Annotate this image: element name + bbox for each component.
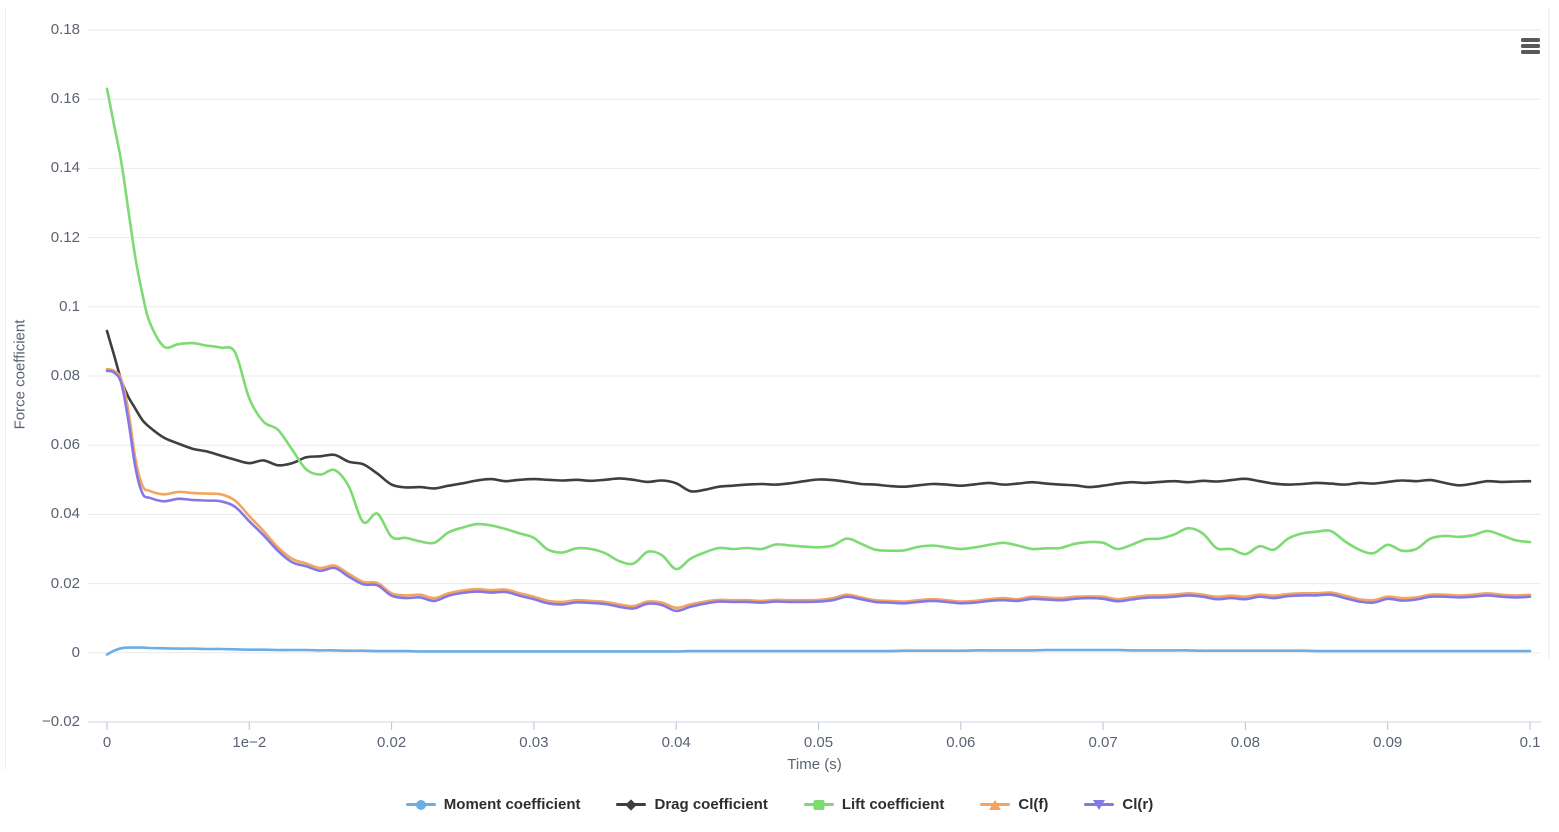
y-tick-label: 0.12 — [50, 228, 80, 246]
series-line-cl-f- — [105, 367, 1532, 610]
series-line-cl-r- — [105, 369, 1532, 613]
legend-marker-lift — [803, 798, 834, 812]
legend-item-lift-coefficient[interactable]: Lift coefficient — [803, 796, 945, 813]
x-tick-label: 0.09 — [1373, 734, 1403, 751]
y-tick-label: 0.1 — [59, 297, 80, 315]
x-axis-title: Time (s) — [787, 756, 842, 773]
triangle-up-icon — [989, 799, 1002, 810]
y-tick-label: 0.06 — [50, 436, 80, 454]
y-tick-label: 0 — [71, 643, 80, 661]
series-line-lift-coefficient — [105, 87, 1532, 571]
chart-menu-button[interactable] — [1516, 32, 1544, 60]
x-tick-label: 0.08 — [1230, 734, 1260, 751]
legend-item-clr[interactable]: Cl(r) — [1084, 796, 1153, 813]
legend-item-moment-coefficient[interactable]: Moment coefficient — [405, 796, 581, 813]
x-tick-label: 0.06 — [946, 734, 976, 751]
x-tick-label: 1e−2 — [232, 734, 267, 751]
card-left-border — [5, 8, 6, 770]
circle-icon — [415, 799, 426, 810]
y-tick-label: 0.08 — [50, 367, 80, 384]
legend-label: Lift coefficient — [841, 796, 945, 813]
legend-marker-moment — [405, 798, 436, 812]
legend-marker-drag — [616, 798, 647, 812]
series-line-moment-coefficient — [105, 646, 1532, 656]
x-tick-label: 0.07 — [1088, 734, 1118, 751]
x-tick-label: 0.1 — [1519, 734, 1541, 751]
y-tick-label: 0.16 — [50, 90, 80, 108]
legend-label: Cl(r) — [1122, 796, 1154, 813]
y-tick-label: 0.18 — [50, 21, 80, 38]
x-tick-label: 0 — [102, 734, 112, 751]
legend: Moment coefficient Drag coefficient Lift… — [0, 796, 1559, 813]
square-icon — [813, 799, 825, 810]
y-tick-label: 0.04 — [50, 505, 80, 523]
legend-label: Drag coefficient — [654, 796, 768, 813]
x-tick-label: 0.05 — [803, 734, 834, 751]
diamond-icon — [625, 798, 638, 811]
x-tick-label: 0.03 — [519, 734, 549, 751]
legend-marker-clf — [980, 798, 1011, 812]
series-line-drag-coefficient — [105, 329, 1532, 493]
y-tick-label: 0.02 — [50, 574, 80, 592]
legend-marker-clr — [1084, 798, 1115, 812]
y-axis-title: Force coefficient — [11, 319, 29, 430]
y-tick-label: 0.14 — [50, 159, 80, 177]
card-right-border — [1548, 8, 1550, 658]
triangle-down-icon — [1093, 799, 1106, 810]
legend-label: Cl(f) — [1018, 796, 1049, 813]
legend-item-drag-coefficient[interactable]: Drag coefficient — [616, 796, 768, 813]
legend-item-clf[interactable]: Cl(f) — [980, 796, 1048, 813]
y-tick-label: −0.02 — [42, 713, 80, 730]
x-tick-label: 0.04 — [661, 734, 691, 751]
legend-label: Moment coefficient — [443, 796, 581, 813]
x-tick-label: 0.02 — [376, 734, 407, 751]
